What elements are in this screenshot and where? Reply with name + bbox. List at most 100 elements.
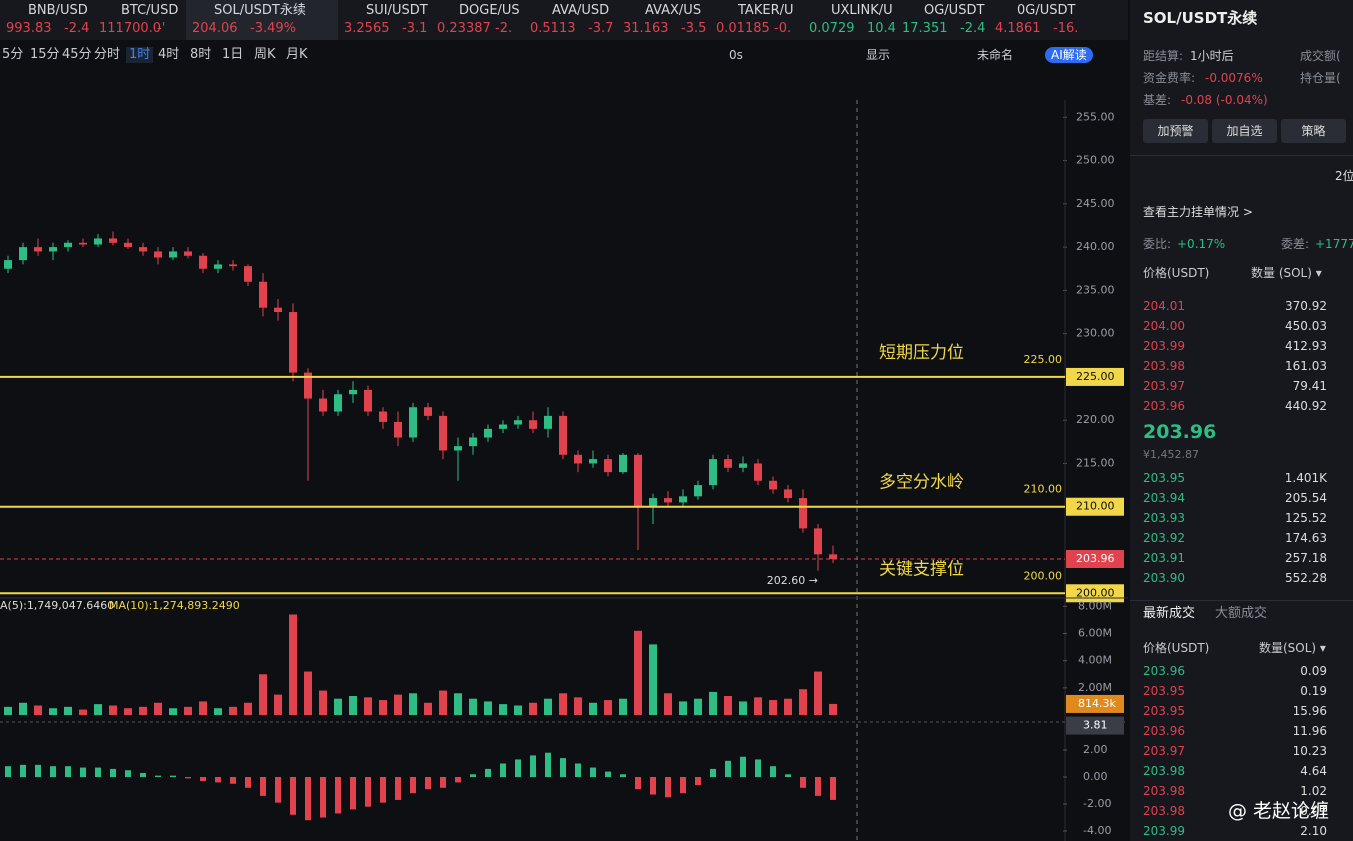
timeframe[interactable]: 周K (254, 47, 276, 62)
timeframe[interactable]: 5分 (2, 47, 24, 62)
volume-bar (544, 698, 552, 715)
tab-symbol[interactable]: 0G/USDT (1017, 3, 1076, 18)
panel-button[interactable]: 加自选 (1212, 119, 1277, 143)
timeframe[interactable]: 月K (286, 47, 308, 62)
tab-symbol[interactable]: SOL/USDT永续 (214, 3, 306, 18)
volume-bar (259, 674, 267, 715)
bid-qty: 1.401K (1284, 471, 1327, 485)
level-value: 225.00 (1024, 353, 1063, 366)
volume-tag (1066, 694, 1124, 713)
ratio: 委差: (1281, 237, 1310, 251)
candle-body (589, 459, 597, 464)
tab-symbol[interactable]: TAKER/U (738, 3, 794, 18)
trade-qty: 0.19 (1300, 684, 1327, 698)
level-name: 多空分水岭 (879, 473, 964, 493)
panel-button[interactable]: 策略 (1281, 119, 1346, 143)
y-tick-label: -4.00 (1083, 824, 1111, 837)
tab-change: -2. (495, 21, 513, 36)
macd-bar (575, 763, 581, 777)
tab-change: 10.4 (867, 21, 896, 36)
candle-body (289, 312, 297, 373)
volume-bar (604, 700, 612, 715)
chart: 255.00 250.00 245.00 240.00 235.00 230.00 225.… (0, 100, 1128, 841)
candle-body (529, 420, 537, 429)
bid-qty: 552.28 (1285, 571, 1327, 585)
macd-bar (770, 766, 776, 777)
candle-body (619, 454, 627, 473)
panel-button[interactable]: 加预警 (1143, 119, 1208, 143)
trade-price: 203.96 (1143, 724, 1185, 738)
timeframe[interactable]: 8时 (190, 47, 212, 62)
level-tag-label: 210.00 (1076, 500, 1115, 513)
tab-symbol[interactable]: SUI/USDT (366, 3, 428, 18)
timeframe[interactable]: 分时 (94, 47, 121, 62)
candle-body (379, 411, 387, 422)
volume-bar (364, 697, 372, 715)
trade-qty: 4.64 (1300, 764, 1327, 778)
volume-bar (379, 700, 387, 715)
timeframe[interactable]: 1时 (126, 47, 154, 63)
volume-ma-label: MA(10):1,274,893.2490 (109, 599, 240, 612)
level-name: 短期压力位 (879, 343, 964, 363)
toolbar-item[interactable]: 未命名 (977, 48, 1014, 62)
volume-bar (829, 703, 837, 715)
timeframe[interactable]: 15分 (30, 47, 60, 62)
ask-qty: 370.92 (1285, 299, 1327, 313)
toolbar-item[interactable]: 显示 (866, 48, 891, 62)
depth-select[interactable]: 2位 (1335, 169, 1353, 183)
macd-bar (35, 764, 41, 777)
candle-body (469, 437, 477, 447)
tab-symbol[interactable]: AVA/USD (552, 3, 610, 18)
timeframe[interactable]: 4时 (158, 47, 180, 62)
volume-bar (769, 700, 777, 715)
volume-bar (4, 706, 12, 715)
tab-symbol[interactable]: BNB/USD (28, 3, 88, 18)
volume-bar (34, 705, 42, 715)
volume-bar (229, 706, 237, 715)
candle-body (784, 489, 792, 499)
macd-bar (590, 767, 596, 777)
macd-bar (395, 777, 401, 800)
tab-symbol[interactable]: AVAX/US (645, 3, 702, 18)
macd-bar (815, 777, 821, 796)
macd-bar (125, 770, 131, 777)
volume-bar (214, 708, 222, 715)
volume-bar (514, 705, 522, 715)
volume-bar (139, 706, 147, 715)
trade-qty: 2.10 (1300, 824, 1327, 838)
trade-price: 203.95 (1143, 704, 1185, 718)
ratio: +0.17% (1177, 237, 1226, 251)
tab-symbol[interactable]: OG/USDT (924, 3, 985, 18)
trade-price: 203.97 (1143, 744, 1185, 758)
y-tick-label: 255.00 (1076, 110, 1115, 123)
tab-price: 0.5113 (530, 21, 576, 36)
stat-label: 基差: (1143, 93, 1172, 107)
ai-button[interactable]: AI解读 (1045, 47, 1093, 63)
bid-price: 203.95 (1143, 471, 1185, 485)
volume-bar (49, 708, 57, 715)
macd-bar (320, 777, 326, 818)
trade-price: 203.95 (1143, 684, 1185, 698)
bid-qty: 174.63 (1285, 531, 1327, 545)
volume-bar (424, 702, 432, 715)
tab-price: 0.23387 (437, 21, 491, 36)
trade-tab[interactable]: 大额成交 (1215, 606, 1268, 621)
tab-price: 111700.0 (99, 21, 162, 36)
macd-bar (485, 768, 491, 777)
tab-symbol[interactable]: DOGE/US (459, 3, 520, 18)
trade-qty: 0.07 (1300, 804, 1327, 818)
bid-qty: 205.54 (1285, 491, 1327, 505)
timeframe[interactable]: 1日 (222, 47, 244, 62)
toolbar-item[interactable]: 0s (729, 48, 743, 62)
trade-tab[interactable]: 最新成交 (1143, 606, 1196, 621)
candle-body (439, 415, 447, 451)
volume-bar (694, 698, 702, 715)
tab-symbol[interactable]: BTC/USD (121, 3, 179, 18)
level-value: 200.00 (1024, 569, 1063, 582)
main-orders-link[interactable]: 查看主力挂单情况 > (1143, 205, 1253, 219)
tab-symbol[interactable]: UXLINK/U (831, 3, 893, 18)
candle-body (364, 389, 372, 412)
tab-change: -16. (1053, 21, 1079, 36)
ratio: +17776 (1315, 237, 1353, 251)
timeframe[interactable]: 45分 (62, 47, 92, 62)
